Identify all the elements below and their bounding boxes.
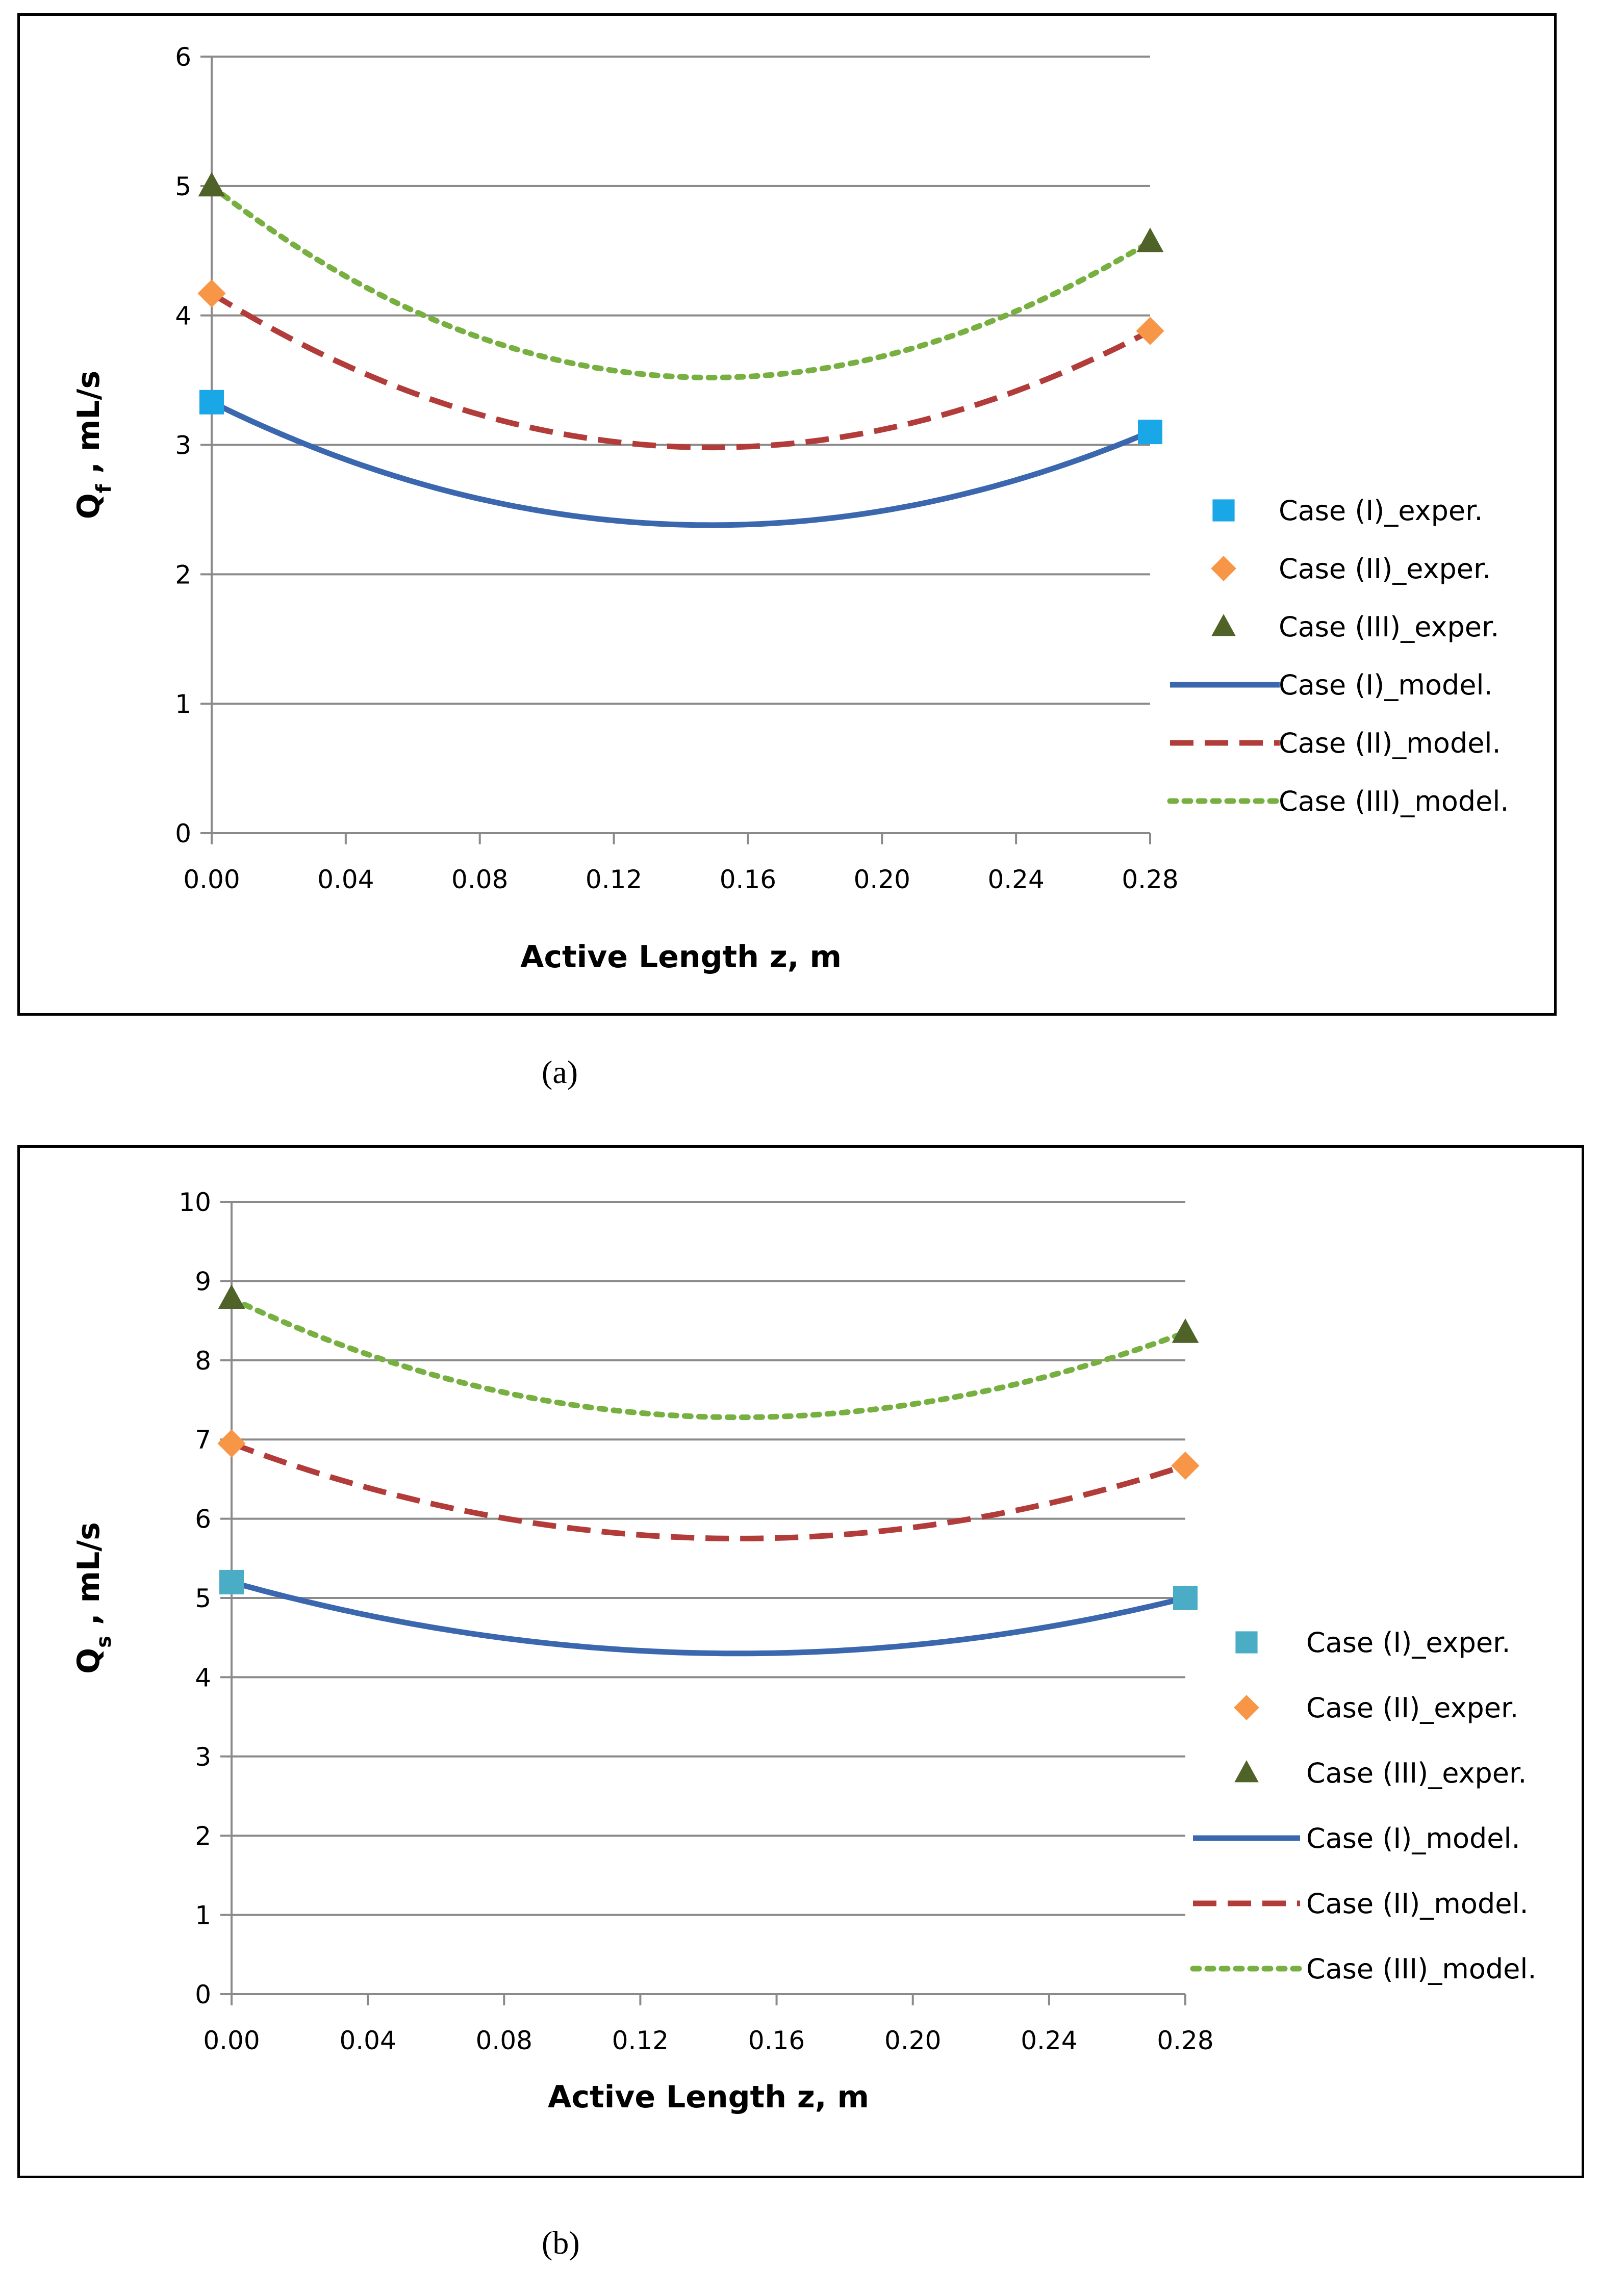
chart-b-legend-label-2: Case (III)_exper.: [1306, 1757, 1527, 1789]
chart-a-x-tick-label-5: 0.20: [854, 865, 910, 894]
chart-a-y-tick-label-0: 0: [175, 819, 191, 848]
chart-b-x-tick-label-3: 0.12: [612, 2026, 669, 2055]
chart-a-y-axis-title-unit: , mL/s: [71, 371, 107, 484]
chart-panel-a: 0 1 2 3 4 5 6 0.00 0.04 0.08 0.12 0.16 0.20 0.24 0.28 A…: [17, 13, 1557, 1016]
chart-a-x-tick-label-6: 0.24: [987, 865, 1044, 894]
chart-a-legend-label-5: Case (III)_model.: [1279, 785, 1509, 817]
chart-a-legend-swatch-2: [1211, 614, 1236, 636]
chart-b-series-0-point-0: [219, 1569, 244, 1594]
chart-a-legend-label-0: Case (I)_exper.: [1279, 495, 1483, 527]
chart-b-y-axis-title-unit: , mL/s: [71, 1522, 107, 1636]
chart-a-legend-swatch-0: [1212, 499, 1235, 522]
chart-a-y-tick-label-5: 5: [175, 172, 191, 201]
chart-b-series-2-point-0: [218, 1284, 245, 1309]
chart-b-y-tick-label-7: 7: [195, 1425, 211, 1455]
chart-a-series-0-point-0: [199, 390, 224, 415]
chart-a-legend-label-4: Case (II)_model.: [1279, 727, 1501, 759]
chart-a-y-axis-title: Qf , mL/s: [71, 371, 116, 519]
chart-a-y-tick-label-4: 4: [175, 301, 191, 331]
chart-b-y-tick-label-4: 4: [195, 1663, 211, 1692]
chart-a-series-2-point-1: [1136, 227, 1164, 252]
chart-b-x-tick-label-7: 0.28: [1157, 2026, 1213, 2055]
chart-b-y-tick-label-0: 0: [195, 1980, 211, 2009]
chart-b-y-tick-label-5: 5: [195, 1584, 211, 1613]
chart-a-series-line-3: [210, 399, 1152, 528]
chart-b-series-line-4: [231, 1440, 1186, 1541]
chart-b-series-0-point-1: [1173, 1586, 1198, 1610]
chart-a-series-1-point-1: [1136, 317, 1164, 345]
chart-b-x-tick-label-1: 0.04: [339, 2026, 396, 2055]
chart-a-legend-label-3: Case (I)_model.: [1279, 669, 1493, 701]
chart-a-x-tick-label-3: 0.12: [586, 865, 642, 894]
chart-b-y-tick-label-8: 8: [195, 1346, 211, 1376]
chart-a-x-tick-label-0: 0.00: [183, 865, 240, 894]
chart-b-y-tick-label-9: 9: [195, 1267, 211, 1296]
chart-b-legend-swatch-1: [1234, 1695, 1259, 1720]
chart-b-x-axis-title: Active Length z, m: [548, 2079, 869, 2115]
chart-a-series-line-5: [209, 183, 1153, 381]
chart-b-series-line-3: [231, 1579, 1186, 1657]
chart-a-series-0-point-1: [1138, 420, 1162, 445]
chart-a-y-tick-label-1: 1: [175, 689, 191, 719]
chart-b-y-tick-label-3: 3: [195, 1742, 211, 1772]
chart-b-y-tick-label-2: 2: [195, 1821, 211, 1851]
chart-b-y-tick-label-1: 1: [195, 1901, 211, 1930]
chart-a-x-axis-title: Active Length z, m: [520, 939, 842, 975]
chart-b-series-1-point-1: [1171, 1451, 1200, 1480]
chart-b-y-tick-label-6: 6: [195, 1505, 211, 1534]
chart-b-series-1-point-0: [217, 1429, 246, 1458]
chart-b-y-axis-title: Qs , mL/s: [71, 1522, 116, 1674]
chart-a-x-tick-label-4: 0.16: [720, 865, 776, 894]
chart-b-y-axis-title-main: Q: [71, 1648, 107, 1674]
chart-b-x-tick-label-4: 0.16: [748, 2026, 805, 2055]
chart-b-series-line-5: [228, 1296, 1188, 1421]
chart-b-legend-label-3: Case (I)_model.: [1306, 1822, 1520, 1854]
chart-a-series-1-point-0: [197, 279, 226, 308]
chart-b-x-tick-label-6: 0.24: [1021, 2026, 1077, 2055]
chart-b-x-tick-label-5: 0.20: [884, 2026, 941, 2055]
chart-a-y-axis-title-main: Q: [71, 493, 107, 519]
chart-a-series-line-4: [210, 291, 1152, 451]
chart-a-x-tick-label-1: 0.04: [317, 865, 374, 894]
chart-b-legend-swatch-2: [1234, 1760, 1259, 1783]
chart-a-y-tick-label-3: 3: [175, 431, 191, 460]
chart-a-y-tick-label-2: 2: [175, 560, 191, 589]
chart-panel-b: 0 1 2 3 4 5 6 7 8 9 10 0.00 0.04 0.08 0.12 0.16 0.20 0.24…: [17, 1145, 1584, 2178]
chart-b-legend-label-0: Case (I)_exper.: [1306, 1627, 1511, 1659]
chart-b-y-axis-title-sub: s: [92, 1636, 116, 1648]
chart-b-x-tick-label-2: 0.08: [476, 2026, 532, 2055]
chart-a-legend-label-1: Case (II)_exper.: [1279, 553, 1491, 585]
chart-b-legend-swatch-0: [1235, 1631, 1258, 1654]
chart-a-x-tick-label-7: 0.28: [1122, 865, 1178, 894]
chart-b-y-tick-label-10: 10: [179, 1188, 211, 1217]
chart-b-legend-label-5: Case (III)_model.: [1306, 1953, 1537, 1985]
chart-b-svg: 0 1 2 3 4 5 6 7 8 9 10 0.00 0.04 0.08 0.12 0.16 0.20 0.24…: [71, 1188, 1537, 2115]
chart-b-legend-label-1: Case (II)_exper.: [1306, 1692, 1518, 1724]
chart-b-series-2-point-1: [1172, 1318, 1199, 1343]
chart-a-x-tick-label-2: 0.08: [451, 865, 508, 894]
chart-a-legend-label-2: Case (III)_exper.: [1279, 611, 1499, 643]
chart-a-series-2-point-0: [198, 172, 225, 197]
caption-b: (b): [542, 2225, 580, 2261]
chart-b-legend-label-4: Case (II)_model.: [1306, 1888, 1529, 1920]
chart-a-y-tick-label-6: 6: [175, 42, 191, 72]
chart-a-y-axis-title-sub: f: [92, 484, 116, 493]
chart-a-svg: 0 1 2 3 4 5 6 0.00 0.04 0.08 0.12 0.16 0.20 0.24 0.28 A…: [71, 42, 1509, 975]
chart-b-x-tick-label-0: 0.00: [203, 2026, 260, 2055]
caption-a: (a): [542, 1054, 578, 1090]
chart-a-legend-swatch-1: [1211, 556, 1236, 581]
